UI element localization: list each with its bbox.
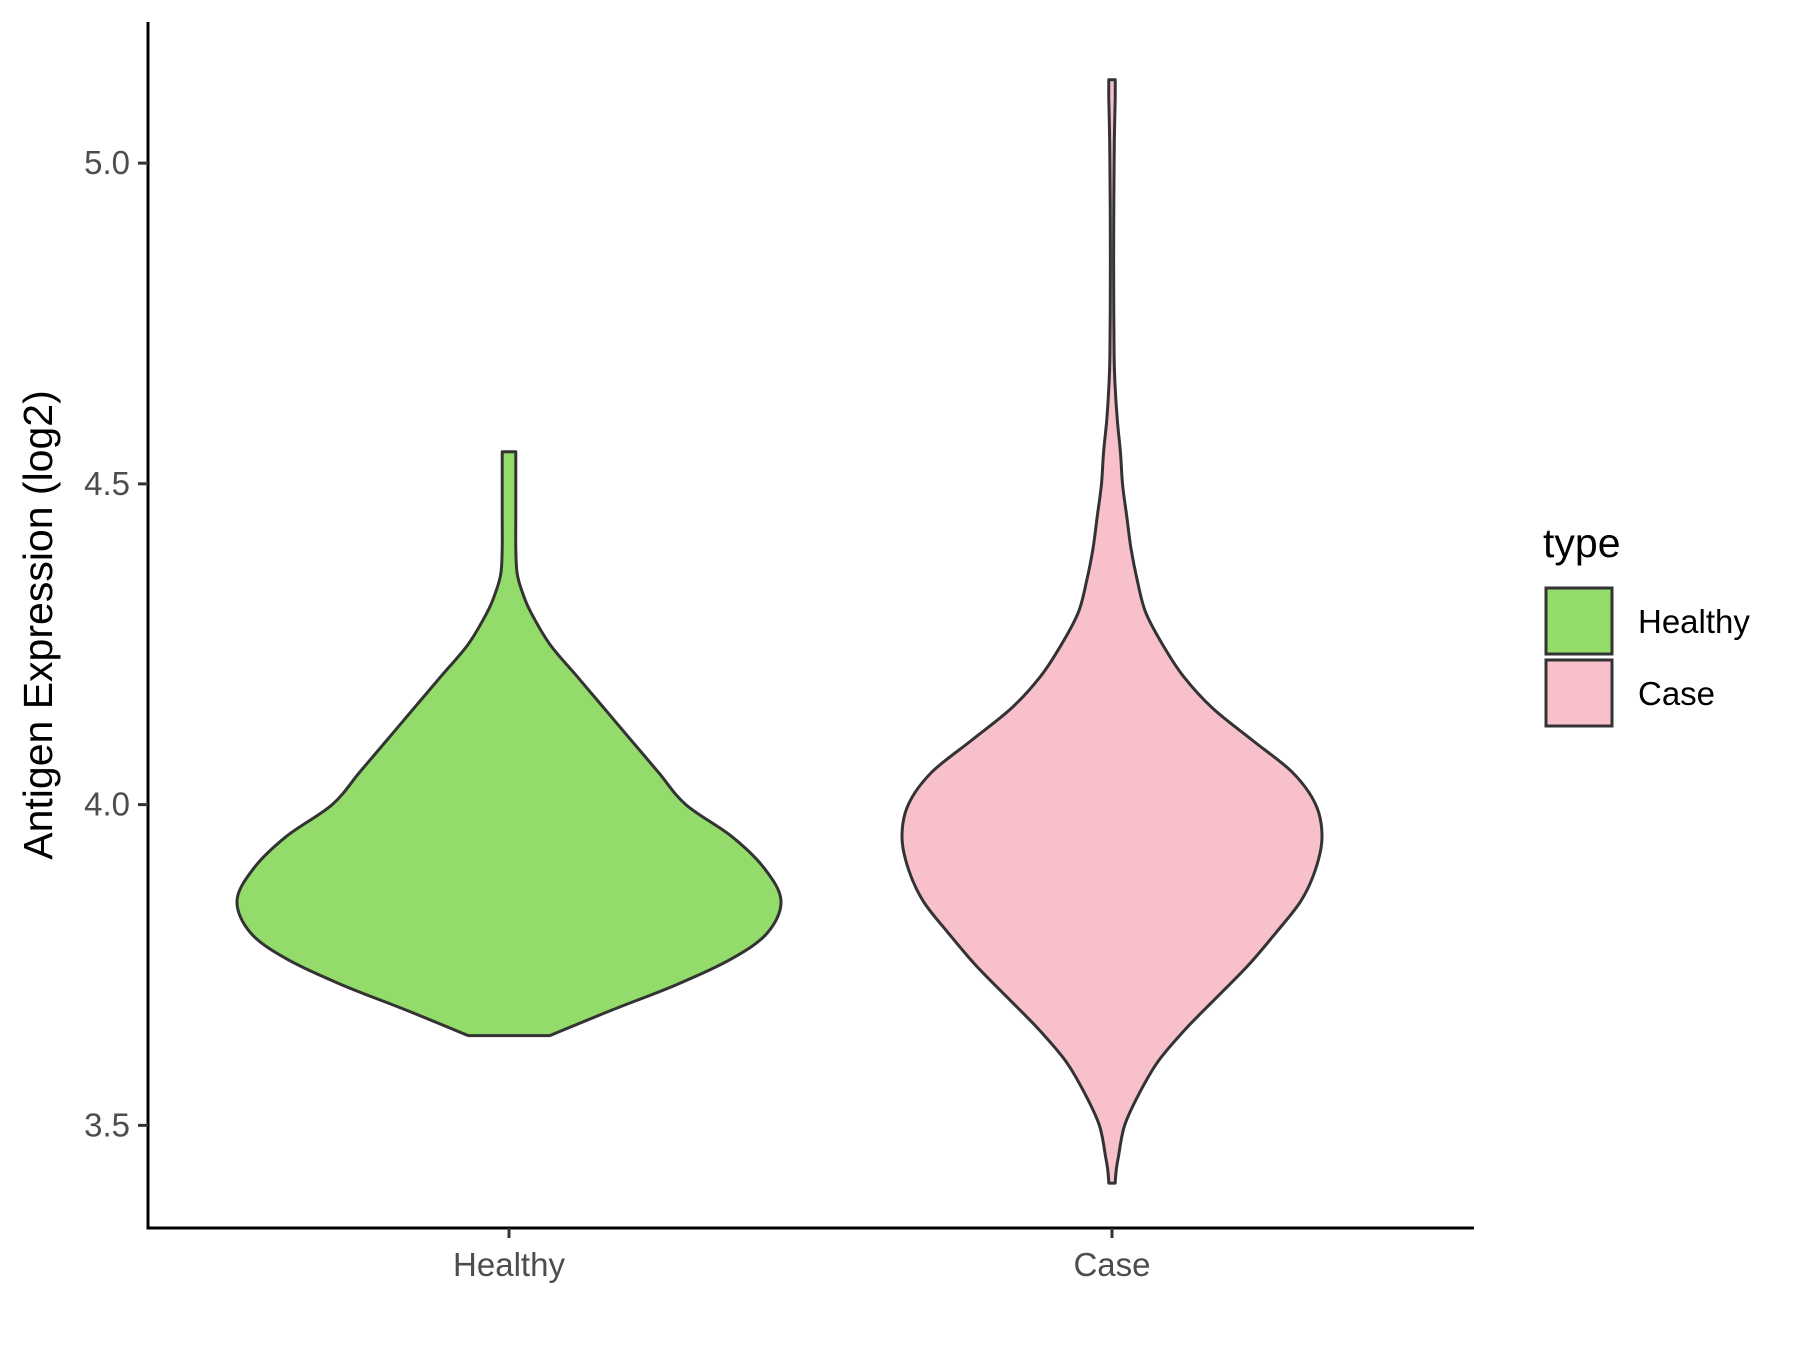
y-tick-label: 4.0 [84, 786, 130, 823]
legend: type Healthy Case [1543, 520, 1750, 728]
legend-key-healthy [1544, 586, 1614, 656]
x-tick-label: Healthy [453, 1246, 565, 1283]
y-axis-title: Antigen Expression (log2) [15, 390, 61, 859]
legend-key-case [1544, 658, 1614, 728]
x-tick-label: Case [1073, 1246, 1150, 1283]
y-tick-label: 4.5 [84, 465, 130, 502]
legend-label: Healthy [1638, 603, 1750, 640]
violin-case [900, 78, 1324, 1185]
violin-layer [235, 78, 1324, 1185]
legend-title: type [1543, 520, 1621, 566]
x-ticks: Healthy Case [453, 1228, 1151, 1283]
legend-items: Healthy Case [1544, 586, 1750, 728]
y-tick-label: 3.5 [84, 1106, 130, 1143]
legend-label: Case [1638, 675, 1715, 712]
y-ticks: 3.5 4.0 4.5 5.0 [84, 144, 148, 1143]
axes: 3.5 4.0 4.5 5.0 Healthy Case Antigen Express… [15, 22, 1474, 1283]
violin-healthy [235, 450, 783, 1038]
y-tick-label: 5.0 [84, 144, 130, 181]
